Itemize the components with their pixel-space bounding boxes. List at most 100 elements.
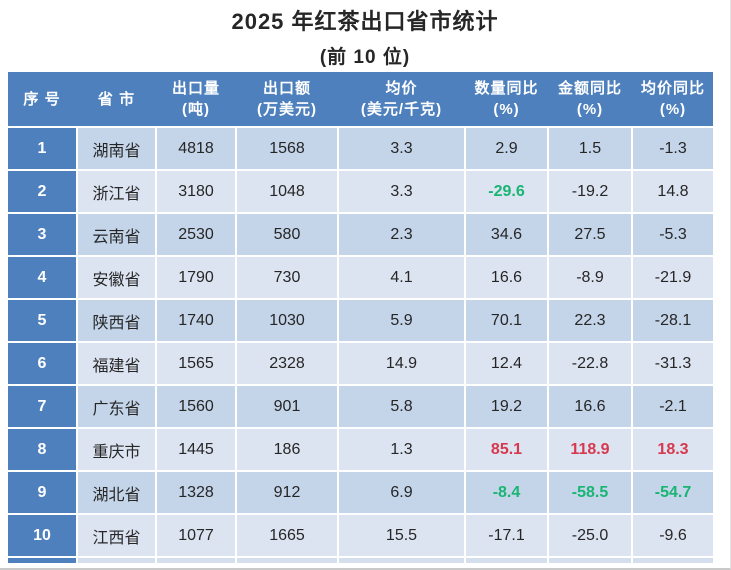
cell-value_yoy: 118.9 (549, 429, 631, 470)
strip-cell (157, 558, 235, 563)
cell-qty: 1077 (157, 515, 235, 556)
column-header-province: 省 市 (78, 72, 155, 126)
cell-value: 186 (237, 429, 337, 470)
strip-cell (339, 558, 464, 563)
strip-cell (8, 558, 76, 563)
cell-value: 1030 (237, 300, 337, 341)
table-row: 10 江西省 1077 1665 15.5 -17.1 -25.0 -9.6 (8, 515, 713, 556)
cell-avg: 4.1 (339, 257, 464, 298)
cell-province: 广东省 (78, 386, 155, 427)
column-header-label: 金额同比 (557, 80, 622, 97)
strip-cell (78, 558, 155, 563)
cell-avg: 3.3 (339, 128, 464, 169)
strip-cell (466, 558, 547, 563)
cell-qty_yoy: 19.2 (466, 386, 547, 427)
column-header-unit: (%) (576, 101, 604, 118)
table-bottom-strip (8, 558, 713, 563)
column-header-label: 数量同比 (474, 80, 539, 97)
cell-avg_yoy: -31.3 (633, 343, 713, 384)
cell-value_yoy: 1.5 (549, 128, 631, 169)
cell-value: 1568 (237, 128, 337, 169)
cell-value_yoy: -25.0 (549, 515, 631, 556)
cell-avg_yoy: -5.3 (633, 214, 713, 255)
cell-value: 1665 (237, 515, 337, 556)
column-header-label: 序 号 (23, 90, 61, 108)
column-header-unit: (%) (493, 101, 520, 118)
column-header-label: 省 市 (97, 90, 136, 108)
cell-qty: 1328 (157, 472, 235, 513)
cell-province: 云南省 (78, 214, 155, 255)
table-row: 4 安徽省 1790 730 4.1 16.6 -8.9 -21.9 (8, 257, 713, 298)
cell-qty_yoy: 16.6 (466, 257, 547, 298)
cell-value_yoy: 22.3 (549, 300, 631, 341)
cell-province: 湖南省 (78, 128, 155, 169)
cell-value_yoy: -19.2 (549, 171, 631, 212)
cell-qty_yoy: -17.1 (466, 515, 547, 556)
column-header-value: 出口额 (万美元) (237, 72, 337, 126)
column-header-unit: (%) (659, 101, 687, 118)
cell-avg_yoy: -1.3 (633, 128, 713, 169)
column-header-label: 出口量 (171, 80, 220, 97)
cell-avg_yoy: -21.9 (633, 257, 713, 298)
strip-cell (549, 558, 631, 563)
column-header-unit: (吨) (182, 101, 210, 118)
table-row: 6 福建省 1565 2328 14.9 12.4 -22.8 -31.3 (8, 343, 713, 384)
cell-qty_yoy: 2.9 (466, 128, 547, 169)
cell-province: 陕西省 (78, 300, 155, 341)
cell-qty: 1445 (157, 429, 235, 470)
cell-province: 湖北省 (78, 472, 155, 513)
export-stats-table: 序 号省 市出口量 (吨) 出口额 (万美元) 均价 (美元/千克) 数量同比 (%) 金额同比… (8, 72, 713, 563)
cell-value: 1048 (237, 171, 337, 212)
table-row: 1 湖南省 4818 1568 3.3 2.9 1.5 -1.3 (8, 128, 713, 169)
cell-province: 福建省 (78, 343, 155, 384)
column-header-rank: 序 号 (8, 72, 76, 126)
cell-rank: 10 (8, 515, 76, 556)
cell-avg_yoy: -28.1 (633, 300, 713, 341)
cell-qty_yoy: -8.4 (466, 472, 547, 513)
cell-qty: 1790 (157, 257, 235, 298)
column-header-unit: (美元/千克) (360, 101, 443, 118)
cell-value: 912 (237, 472, 337, 513)
table-row: 8 重庆市 1445 186 1.3 85.1 118.9 18.3 (8, 429, 713, 470)
cell-avg: 6.9 (339, 472, 464, 513)
table-row: 7 广东省 1560 901 5.8 19.2 16.6 -2.1 (8, 386, 713, 427)
cell-avg_yoy: -9.6 (633, 515, 713, 556)
cell-qty_yoy: 12.4 (466, 343, 547, 384)
cell-avg_yoy: 18.3 (633, 429, 713, 470)
column-header-avg: 均价 (美元/千克) (339, 72, 464, 126)
cell-province: 重庆市 (78, 429, 155, 470)
column-header-label: 均价同比 (640, 80, 705, 97)
cell-qty: 1565 (157, 343, 235, 384)
cell-value: 580 (237, 214, 337, 255)
cell-province: 浙江省 (78, 171, 155, 212)
cell-rank: 9 (8, 472, 76, 513)
cell-rank: 4 (8, 257, 76, 298)
table-header-row: 序 号省 市出口量 (吨) 出口额 (万美元) 均价 (美元/千克) 数量同比 (%) 金额同比… (8, 72, 713, 126)
cell-province: 安徽省 (78, 257, 155, 298)
page-subtitle: (前 10 位) (319, 47, 411, 68)
column-header-value_yoy: 金额同比 (%) (549, 72, 631, 126)
cell-rank: 2 (8, 171, 76, 212)
cell-rank: 6 (8, 343, 76, 384)
column-header-label: 出口额 (262, 80, 311, 97)
cell-value: 901 (237, 386, 337, 427)
cell-rank: 8 (8, 429, 76, 470)
cell-qty: 2530 (157, 214, 235, 255)
cell-avg: 2.3 (339, 214, 464, 255)
table-row: 5 陕西省 1740 1030 5.9 70.1 22.3 -28.1 (8, 300, 713, 341)
cell-avg: 5.9 (339, 300, 464, 341)
cell-province: 江西省 (78, 515, 155, 556)
column-header-avg_yoy: 均价同比 (%) (633, 72, 713, 126)
cell-value_yoy: 16.6 (549, 386, 631, 427)
cell-qty_yoy: -29.6 (466, 171, 547, 212)
cell-qty_yoy: 34.6 (466, 214, 547, 255)
strip-cell (237, 558, 337, 563)
column-header-label: 均价 (385, 80, 418, 97)
cell-avg: 1.3 (339, 429, 464, 470)
table-row: 3 云南省 2530 580 2.3 34.6 27.5 -5.3 (8, 214, 713, 255)
cell-value_yoy: -58.5 (549, 472, 631, 513)
table-row: 2 浙江省 3180 1048 3.3 -29.6 -19.2 14.8 (8, 171, 713, 212)
cell-rank: 5 (8, 300, 76, 341)
cell-avg_yoy: -2.1 (633, 386, 713, 427)
cell-value_yoy: -8.9 (549, 257, 631, 298)
